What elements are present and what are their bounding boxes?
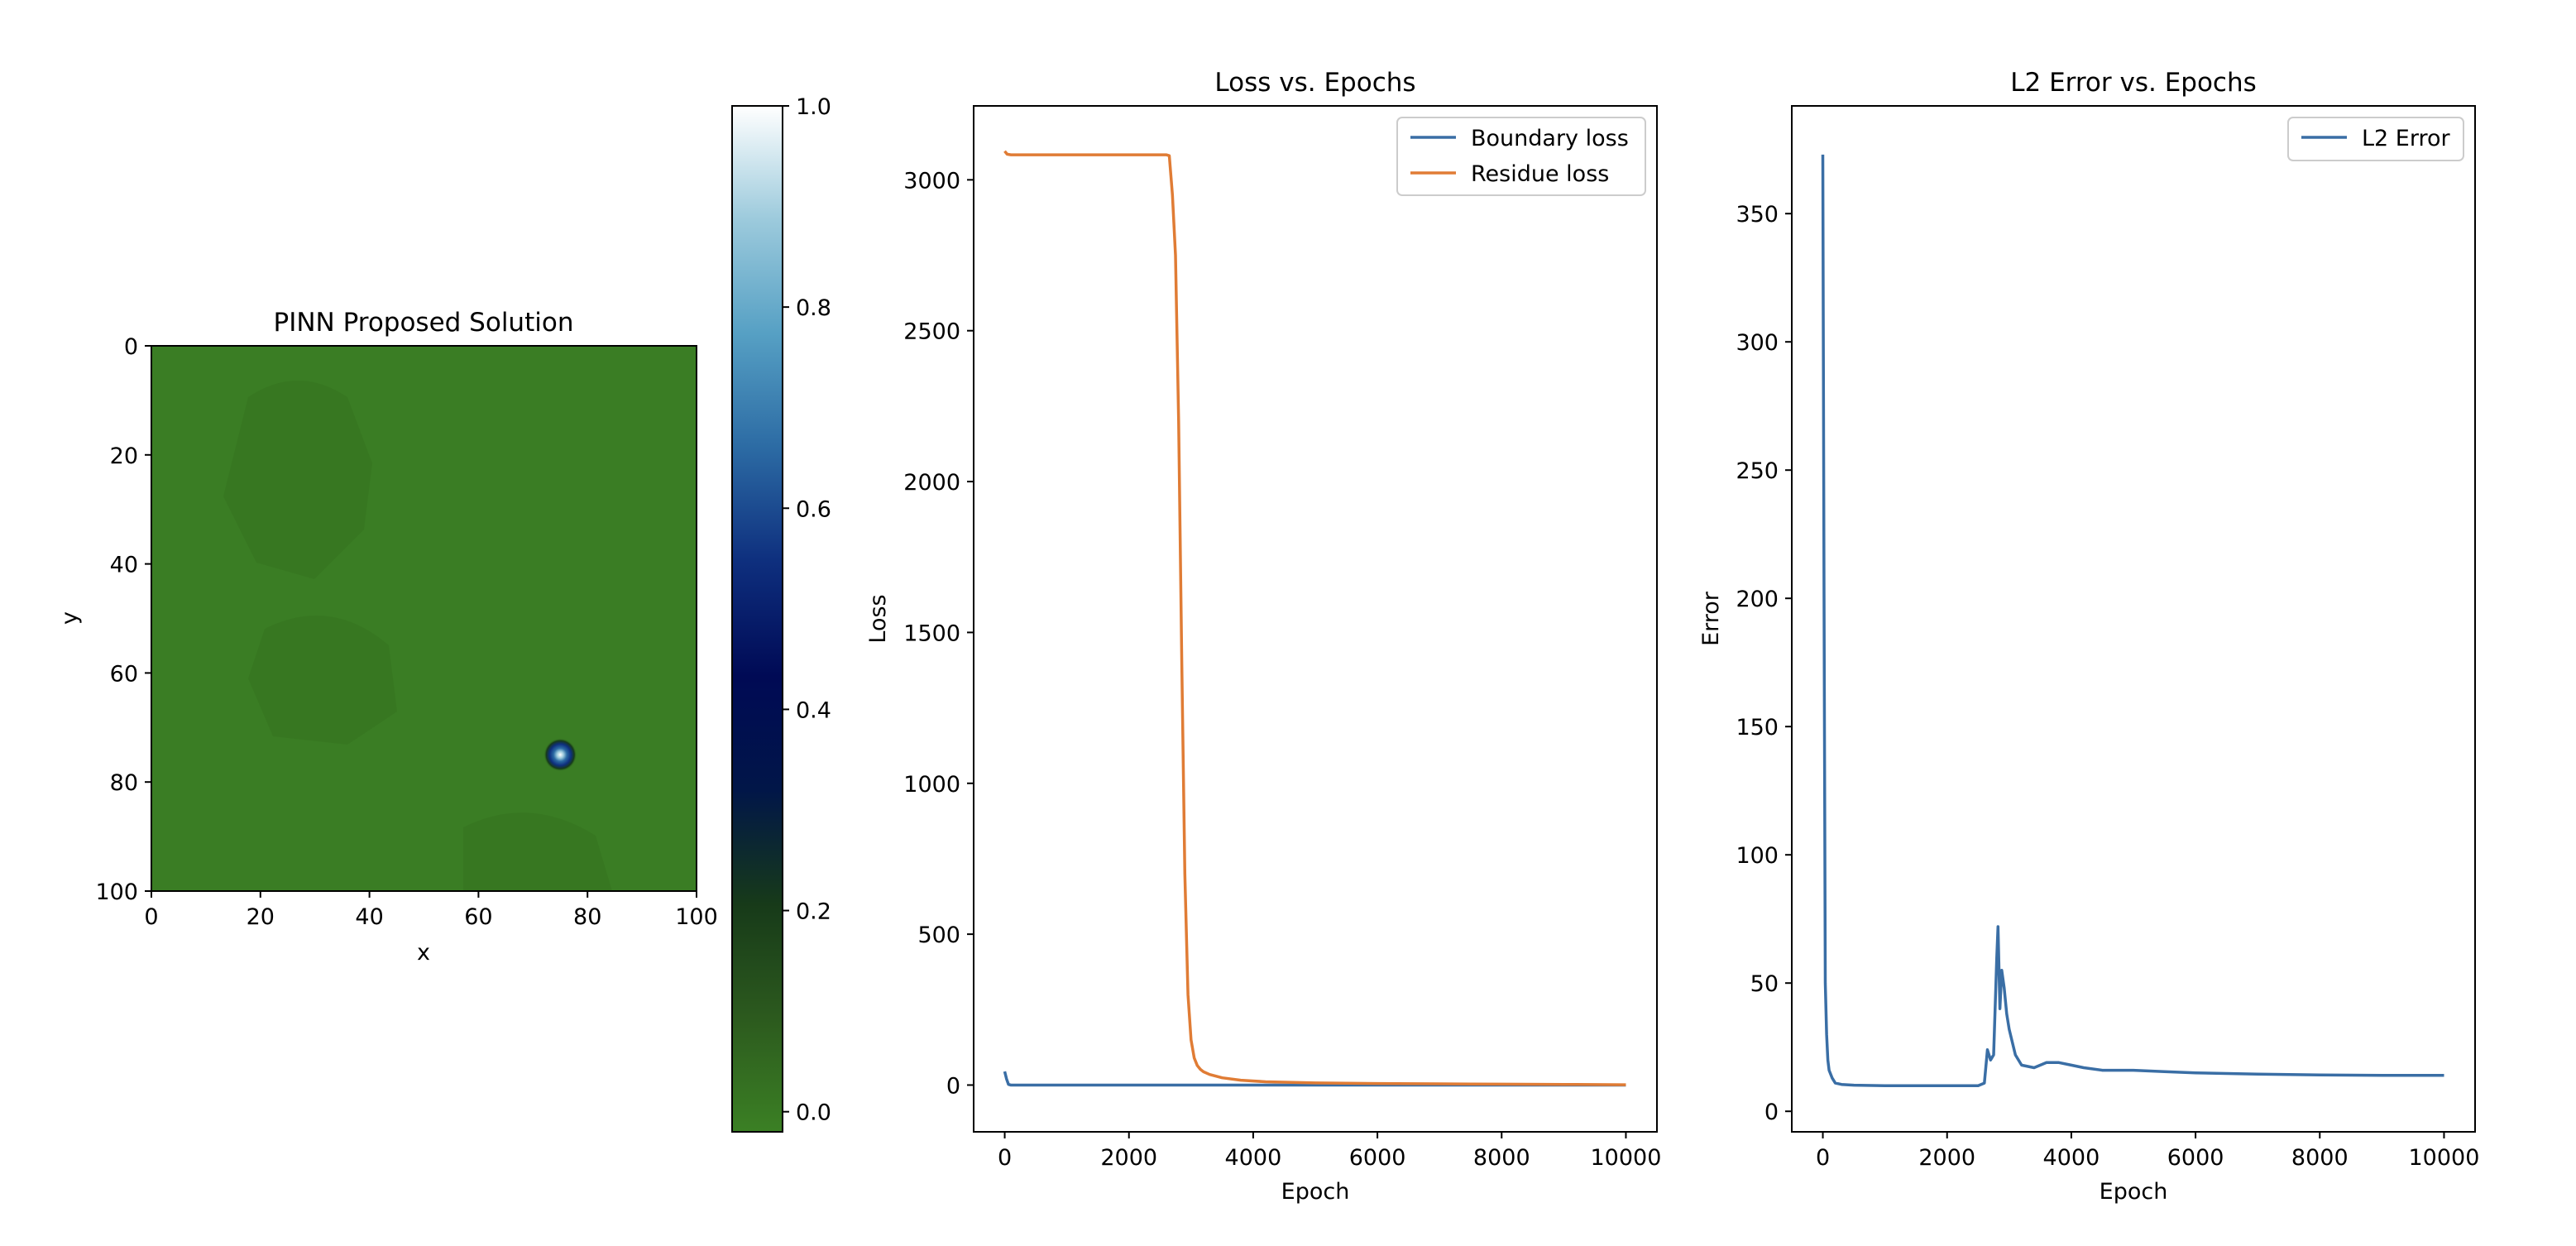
loss-panel: Loss vs. Epochs 0 2000 4000 6000 8000 10000 0… bbox=[865, 68, 1661, 1205]
loss-legend: Boundary loss Residue loss bbox=[1396, 117, 1646, 196]
heatmap-xlabel: x bbox=[417, 940, 430, 966]
l2-xtick-label: 6000 bbox=[2167, 1145, 2224, 1171]
heatmap-panel: PINN Proposed Solution x y 0 20 40 60 80 100 … bbox=[57, 308, 718, 966]
loss-xtick-label: 8000 bbox=[1473, 1145, 1530, 1171]
loss-ytick-label: 2000 bbox=[903, 470, 960, 496]
l2-xticks: 0 2000 4000 6000 8000 10000 bbox=[1816, 1132, 2479, 1171]
l2-legend: L2 Error bbox=[2287, 117, 2464, 161]
loss-legend-boundary-label: Boundary loss bbox=[1471, 126, 1629, 151]
loss-xticks: 0 2000 4000 6000 8000 10000 bbox=[998, 1132, 1661, 1171]
l2-ytick-label: 350 bbox=[1736, 202, 1779, 228]
colorbar-tick-label: 0.0 bbox=[796, 1100, 831, 1126]
loss-xtick-label: 4000 bbox=[1225, 1145, 1282, 1171]
loss-xtick-label: 10000 bbox=[1591, 1145, 1662, 1171]
heatmap-xtick-label: 40 bbox=[355, 904, 383, 930]
loss-xtick-label: 0 bbox=[998, 1145, 1012, 1171]
l2-ytick-label: 150 bbox=[1736, 715, 1779, 740]
loss-series-line-1 bbox=[1003, 150, 1626, 1086]
heatmap-ytick-label: 40 bbox=[110, 553, 138, 578]
heatmap-frame bbox=[151, 345, 697, 892]
heatmap-field bbox=[151, 346, 697, 891]
loss-frame bbox=[973, 105, 1658, 1133]
heatmap-yticks: 0 20 40 60 80 100 bbox=[95, 334, 151, 905]
heatmap-ytick-label: 20 bbox=[110, 443, 138, 469]
heatmap-ytick-label: 60 bbox=[110, 661, 138, 687]
colorbar: 0.0 0.2 0.4 0.6 0.8 1.0 bbox=[731, 94, 831, 1133]
heatmap-ytick-label: 100 bbox=[95, 879, 138, 905]
l2-xtick-label: 8000 bbox=[2291, 1145, 2349, 1171]
l2-series bbox=[1821, 154, 2444, 1087]
colorbar-tick-label: 0.6 bbox=[796, 496, 831, 522]
loss-legend-residue-label: Residue loss bbox=[1471, 161, 1609, 187]
heatmap-xtick-label: 80 bbox=[573, 904, 601, 930]
heatmap-xtick-label: 100 bbox=[675, 904, 718, 930]
l2-ytick-label: 250 bbox=[1736, 458, 1779, 484]
colorbar-ticks: 0.0 0.2 0.4 0.6 0.8 1.0 bbox=[783, 94, 831, 1126]
l2-ytick-label: 200 bbox=[1736, 587, 1779, 612]
l2-ylabel: Error bbox=[1698, 591, 1724, 646]
loss-ytick-label: 3000 bbox=[903, 168, 960, 194]
heatmap-xtick-label: 20 bbox=[247, 904, 275, 930]
colorbar-frame bbox=[731, 105, 783, 1133]
l2-title: L2 Error vs. Epochs bbox=[2010, 68, 2257, 98]
heatmap-xticks: 0 20 40 60 80 100 bbox=[144, 891, 718, 930]
l2-frame bbox=[1791, 105, 2476, 1133]
l2-xtick-label: 0 bbox=[1816, 1145, 1830, 1171]
l2-legend-box bbox=[2287, 117, 2464, 161]
l2-legend-label: L2 Error bbox=[2362, 126, 2451, 151]
heatmap-xtick-label: 60 bbox=[464, 904, 492, 930]
loss-xtick-label: 6000 bbox=[1349, 1145, 1406, 1171]
l2-ytick-label: 0 bbox=[1764, 1100, 1779, 1125]
l2-xtick-label: 10000 bbox=[2409, 1145, 2480, 1171]
loss-xtick-label: 2000 bbox=[1100, 1145, 1157, 1171]
loss-ytick-label: 500 bbox=[917, 923, 960, 948]
heatmap-title: PINN Proposed Solution bbox=[274, 308, 574, 338]
l2-yticks: 0 50 100 150 200 250 300 350 bbox=[1736, 202, 1792, 1125]
colorbar-tick-label: 1.0 bbox=[796, 94, 831, 120]
heatmap-ytick-label: 80 bbox=[110, 770, 138, 796]
loss-ytick-label: 2500 bbox=[903, 319, 960, 345]
l2-panel: L2 Error vs. Epochs 0 2000 4000 6000 8000 100… bbox=[1698, 68, 2479, 1205]
heatmap-peak bbox=[543, 738, 577, 772]
loss-series bbox=[1003, 150, 1626, 1087]
heatmap-xtick-label: 0 bbox=[144, 904, 158, 930]
heatmap-texture bbox=[223, 381, 612, 891]
loss-ytick-label: 1000 bbox=[903, 772, 960, 798]
heatmap-ylabel: y bbox=[57, 611, 83, 625]
l2-xtick-label: 2000 bbox=[1918, 1145, 1975, 1171]
l2-series-line-0 bbox=[1821, 154, 2444, 1087]
l2-ytick-label: 300 bbox=[1736, 330, 1779, 356]
loss-ytick-label: 0 bbox=[946, 1073, 960, 1099]
loss-yticks: 0 500 1000 1500 2000 2500 3000 bbox=[903, 168, 974, 1099]
colorbar-tick-label: 0.4 bbox=[796, 697, 831, 723]
colorbar-scale bbox=[732, 106, 783, 1132]
loss-xlabel: Epoch bbox=[1281, 1179, 1350, 1205]
l2-xlabel: Epoch bbox=[2100, 1179, 2168, 1205]
loss-ytick-label: 1500 bbox=[903, 621, 960, 646]
colorbar-tick-label: 0.8 bbox=[796, 295, 831, 321]
colorbar-tick-label: 0.2 bbox=[796, 899, 831, 925]
loss-title: Loss vs. Epochs bbox=[1214, 68, 1415, 98]
loss-legend-box bbox=[1396, 117, 1646, 196]
heatmap-ytick-label: 0 bbox=[124, 334, 138, 360]
l2-xtick-label: 4000 bbox=[2043, 1145, 2100, 1171]
l2-ytick-label: 50 bbox=[1750, 971, 1779, 997]
loss-ylabel: Loss bbox=[865, 594, 891, 643]
l2-ytick-label: 100 bbox=[1736, 843, 1779, 869]
